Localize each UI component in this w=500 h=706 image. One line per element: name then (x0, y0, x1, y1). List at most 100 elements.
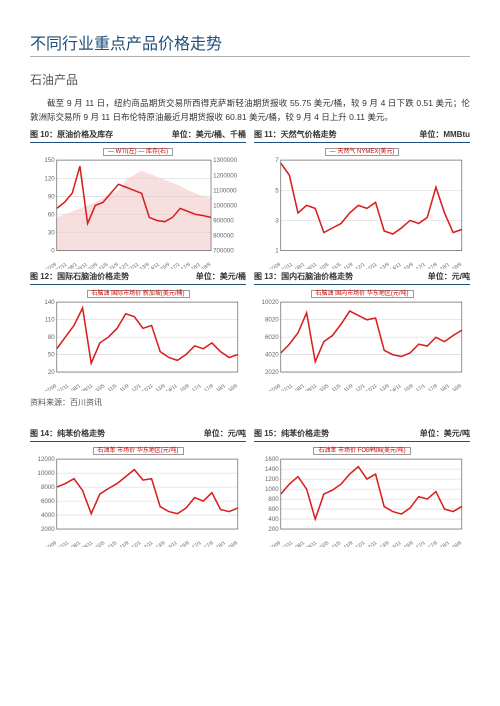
svg-text:30: 30 (48, 229, 55, 236)
svg-text:17/9: 17/9 (427, 383, 439, 390)
data-source: 资料来源：百川资讯 (30, 397, 470, 408)
svg-text:18/1: 18/1 (439, 383, 451, 390)
svg-text:1000000: 1000000 (213, 202, 238, 209)
svg-text:11/9: 11/9 (343, 262, 354, 269)
svg-text:08/11: 08/11 (304, 540, 318, 547)
svg-text:10/5: 10/5 (319, 540, 331, 547)
svg-text:07/11: 07/11 (280, 383, 294, 390)
svg-text:15/9: 15/9 (403, 383, 415, 390)
svg-text:2020: 2020 (265, 369, 279, 376)
svg-text:11/5: 11/5 (331, 383, 342, 390)
svg-text:17/9: 17/9 (427, 262, 439, 269)
svg-text:17/1: 17/1 (191, 540, 203, 547)
svg-text:12/11: 12/11 (365, 383, 379, 390)
chart-block: 图 10：原油价格及库存 单位：美元/桶、千桶 — WTI(左) — 库存(右)… (30, 129, 246, 269)
svg-text:07/11: 07/11 (280, 262, 294, 269)
svg-text:10/5: 10/5 (95, 540, 107, 547)
svg-text:12/11: 12/11 (365, 262, 379, 269)
svg-text:1200000: 1200000 (213, 172, 238, 179)
svg-text:1300000: 1300000 (213, 157, 238, 164)
chart-row: 图 12：国际石脑油价格走势 单位：美元/桶 石脑油 国际市场价 新加坡(美元/… (30, 271, 470, 391)
svg-text:15/9: 15/9 (179, 540, 191, 547)
chart-svg: 0306090120150700000800000900000100000011… (30, 156, 246, 269)
chart-row: 图 14：纯苯价格走势 单位：元/吨 石油苯 市场价 华东地区(元/吨) 200… (30, 428, 470, 548)
paragraph: 截至 9 月 11 日，纽约商品期货交易所西得克萨斯轻油期货报收 55.75 美… (30, 96, 470, 125)
svg-text:11/5: 11/5 (331, 540, 342, 547)
svg-text:08/11: 08/11 (80, 540, 94, 547)
svg-text:08/11: 08/11 (304, 262, 318, 269)
chart-legend: — WTI(左) — 库存(右) (30, 146, 246, 155)
svg-text:10/5: 10/5 (319, 383, 331, 390)
svg-text:8020: 8020 (265, 317, 279, 324)
chart-block: 图 11：天然气价格走势 单位：MMBtu — 天然气 NYMEX(美元) 13… (254, 129, 470, 269)
chart-caption: 图 15：纯苯价格走势 (254, 428, 329, 439)
svg-text:10/5: 10/5 (319, 262, 331, 269)
svg-text:120: 120 (44, 175, 55, 182)
svg-text:800: 800 (268, 496, 279, 503)
svg-text:18/1: 18/1 (439, 540, 451, 547)
svg-text:18/1: 18/1 (439, 262, 451, 269)
body-paragraphs: 截至 9 月 11 日，纽约商品期货交易所西得克萨斯轻油期货报收 55.75 美… (30, 96, 470, 125)
chart-legend: 石脑油 国内市场价 华东地区(元/吨) (254, 288, 470, 297)
chart-legend: — 天然气 NYMEX(美元) (254, 146, 470, 155)
chart-unit: 单位：元/吨 (204, 428, 246, 439)
svg-text:4000: 4000 (41, 512, 55, 519)
svg-text:10000: 10000 (38, 470, 56, 477)
svg-text:1400: 1400 (265, 466, 279, 473)
chart-legend: 石油苯 市场价 FOB韩国(美元/吨) (254, 445, 470, 454)
chart-unit: 单位：美元/桶 (196, 271, 246, 282)
svg-text:15/9: 15/9 (403, 262, 415, 269)
svg-text:14/11: 14/11 (165, 540, 179, 547)
chart-caption: 图 14：纯苯价格走势 (30, 428, 105, 439)
svg-text:14/11: 14/11 (389, 262, 403, 269)
svg-text:17/1: 17/1 (415, 383, 427, 390)
svg-text:18/9: 18/9 (227, 540, 239, 547)
svg-text:7: 7 (275, 157, 279, 164)
title-rule (30, 56, 470, 57)
svg-text:11/9: 11/9 (343, 540, 354, 547)
chart-unit: 单位：美元/桶、千桶 (172, 129, 246, 140)
svg-text:1200: 1200 (265, 476, 279, 483)
svg-text:10020: 10020 (262, 299, 280, 306)
svg-text:18/9: 18/9 (451, 540, 463, 547)
svg-text:18/9: 18/9 (227, 383, 239, 390)
svg-text:400: 400 (268, 516, 279, 523)
svg-text:07/11: 07/11 (56, 383, 70, 390)
svg-text:10/5: 10/5 (95, 383, 107, 390)
chart-block: 图 14：纯苯价格走势 单位：元/吨 石油苯 市场价 华东地区(元/吨) 200… (30, 428, 246, 548)
svg-text:18/9: 18/9 (451, 383, 463, 390)
svg-text:1100000: 1100000 (213, 187, 237, 194)
svg-text:6020: 6020 (265, 334, 279, 341)
svg-text:150: 150 (44, 157, 55, 164)
svg-text:3: 3 (275, 217, 279, 224)
svg-text:5: 5 (275, 187, 279, 194)
chart-svg: 20508011014007/0907/1108/108/1110/511/51… (30, 298, 246, 391)
svg-text:17/9: 17/9 (427, 540, 439, 547)
svg-text:07/11: 07/11 (280, 540, 294, 547)
chart-svg: 20204020602080201002007/0907/1108/108/11… (254, 298, 470, 391)
section-subtitle: 石油产品 (30, 71, 470, 88)
svg-text:14/11: 14/11 (165, 383, 179, 390)
page-title: 不同行业重点产品价格走势 (30, 30, 470, 54)
svg-text:12000: 12000 (38, 456, 56, 463)
chart-block: 图 15：纯苯价格走势 单位：美元/吨 石油苯 市场价 FOB韩国(美元/吨) … (254, 428, 470, 548)
svg-text:6000: 6000 (41, 498, 55, 505)
svg-text:07/11: 07/11 (56, 540, 70, 547)
charts-area: 图 10：原油价格及库存 单位：美元/桶、千桶 — WTI(左) — 库存(右)… (30, 129, 470, 547)
svg-text:2000: 2000 (41, 526, 55, 533)
chart-unit: 单位：美元/吨 (420, 428, 470, 439)
chart-caption: 图 12：国际石脑油价格走势 (30, 271, 129, 282)
svg-text:15/9: 15/9 (179, 383, 191, 390)
chart-legend: 石脑油 国际市场价 新加坡(美元/桶) (30, 288, 246, 297)
svg-text:17/1: 17/1 (415, 540, 427, 547)
svg-text:14/11: 14/11 (389, 540, 403, 547)
chart-caption: 图 10：原油价格及库存 (30, 129, 113, 140)
svg-text:700000: 700000 (213, 248, 234, 255)
svg-text:08/11: 08/11 (80, 383, 94, 390)
svg-text:08/11: 08/11 (304, 383, 318, 390)
chart-unit: 单位：元/吨 (428, 271, 470, 282)
svg-text:11/5: 11/5 (107, 383, 118, 390)
svg-text:110: 110 (45, 317, 55, 324)
svg-text:200: 200 (268, 526, 279, 533)
svg-text:1600: 1600 (265, 456, 279, 463)
